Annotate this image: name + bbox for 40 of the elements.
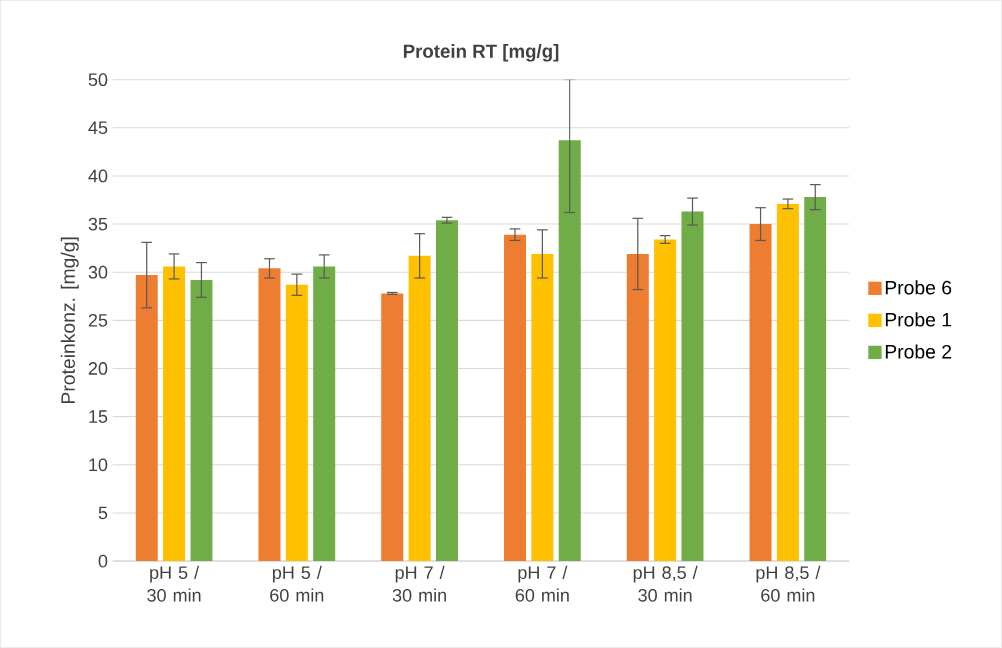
y-tick-label: 25 [88, 314, 108, 327]
bar [190, 280, 213, 562]
x-tick-label: pH 8,5 / 60 min [756, 565, 821, 602]
legend-label: Probe 2 [885, 344, 952, 359]
bar [258, 268, 281, 562]
bar [804, 197, 827, 562]
bar [163, 266, 186, 562]
y-axis-title: Proteinkonz. [mg/g] [60, 237, 79, 404]
y-tick-label: 5 [98, 506, 108, 520]
bar [313, 266, 336, 562]
y-tick-label: 40 [88, 169, 108, 183]
x-tick-label: pH 5 / 30 min [147, 565, 201, 602]
y-tick-label: 35 [88, 217, 108, 231]
x-tick-label: pH 7 / 60 min [515, 565, 569, 602]
bar [654, 239, 677, 562]
legend-label: Probe 1 [885, 312, 952, 327]
bar [749, 224, 772, 562]
y-tick-label: 10 [89, 458, 108, 472]
bar [776, 204, 799, 562]
bar [531, 254, 554, 562]
bar [504, 234, 527, 562]
legend-label: Probe 6 [885, 280, 952, 295]
y-tick-label: 0 [98, 554, 108, 568]
x-tick-label: pH 7 / 30 min [392, 565, 446, 602]
bar [558, 140, 581, 562]
bar [408, 255, 431, 562]
bar [681, 211, 704, 562]
bar [135, 275, 158, 562]
x-tick-label: pH 5 / 60 min [270, 565, 324, 602]
y-tick-label: 20 [88, 362, 108, 375]
bar [435, 220, 458, 562]
y-tick-label: 50 [88, 73, 108, 87]
y-tick-label: 30 [88, 265, 108, 279]
chart-title: Protein RT [mg/g] [403, 44, 559, 62]
bar [381, 293, 404, 562]
bar [626, 254, 649, 562]
y-tick-label: 15 [89, 410, 108, 424]
y-tick-label: 45 [88, 121, 108, 135]
x-tick-label: pH 8,5 / 30 min [633, 565, 698, 602]
bar [285, 284, 308, 562]
